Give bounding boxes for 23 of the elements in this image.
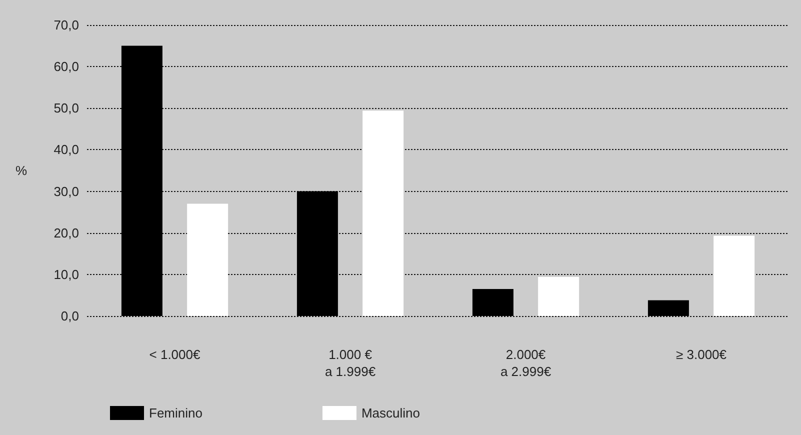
y-tick-label: 50,0 [54,100,79,116]
x-tick-label: ≥ 3.000€ [676,347,728,362]
bar [121,46,162,316]
bar [187,204,228,316]
x-tick-label: 1.000 € a 1.999€ [324,347,376,379]
y-tick-label: 60,0 [54,59,79,74]
x-tick-label: < 1.000€ [149,347,201,362]
y-axis-title: % [15,163,28,178]
y-tick-label: 30,0 [54,184,79,199]
y-tick-label: 0,0 [60,308,79,324]
x-tick-label: 2.000€ a 2.999€ [500,347,552,379]
bar [296,191,338,316]
bar [362,110,404,316]
legend-label: Masculino [361,406,420,420]
y-tick-label: 10,0 [54,266,79,282]
y-tick-label: 40,0 [54,142,79,158]
bar [472,288,514,316]
y-tick-label: 20,0 [54,225,79,240]
legend-label: Feminino [149,406,202,420]
bar [538,276,580,316]
bar [648,300,689,316]
y-tick-label: 70,0 [54,18,79,32]
bar [714,236,755,316]
